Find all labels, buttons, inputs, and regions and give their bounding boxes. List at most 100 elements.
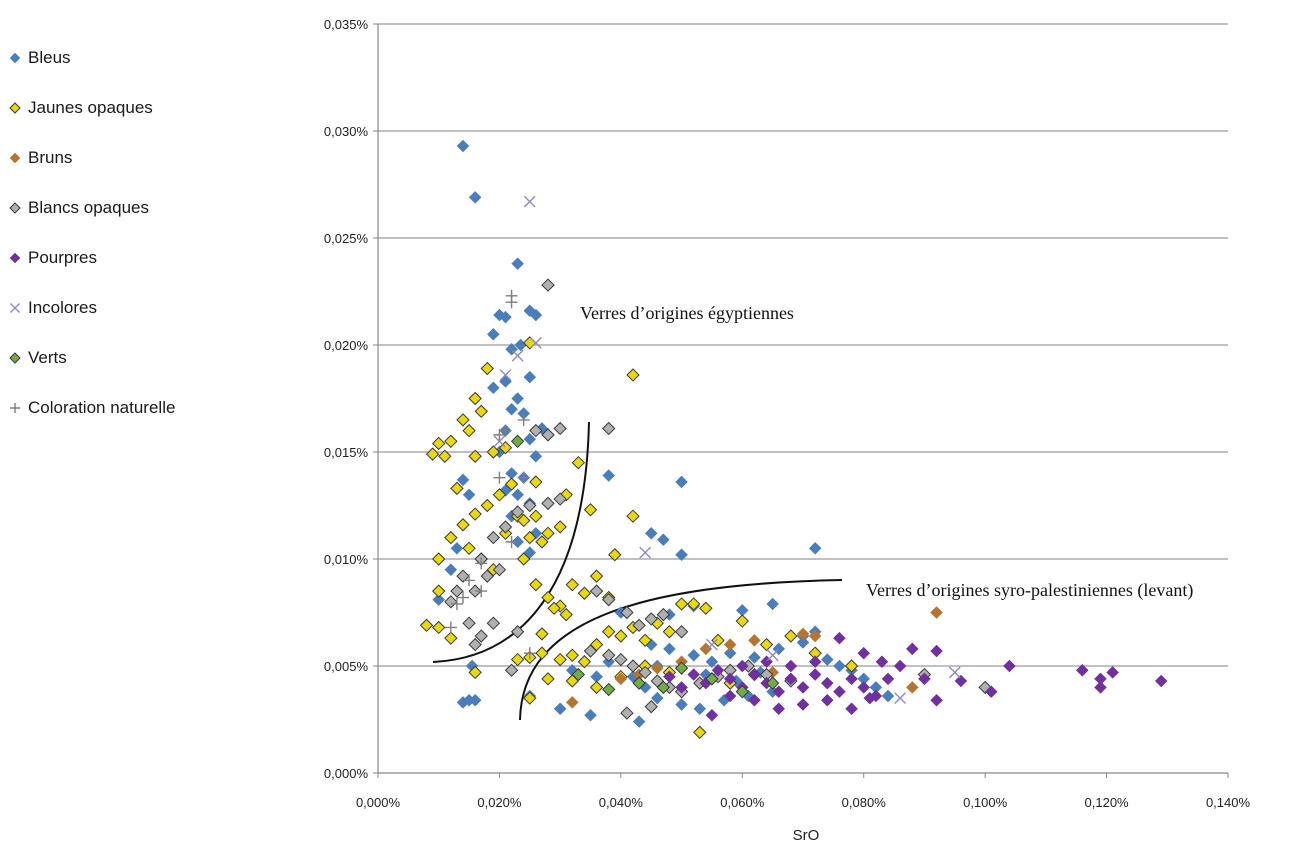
data-point <box>796 636 810 649</box>
data-point <box>468 693 482 707</box>
data-point <box>875 655 889 669</box>
data-point <box>589 680 604 695</box>
data-point <box>614 652 628 667</box>
legend-item: Coloration naturelle <box>8 398 248 448</box>
data-point <box>553 702 567 716</box>
data-point <box>675 548 688 562</box>
legend-marker-icon <box>10 403 20 413</box>
data-point <box>456 139 470 153</box>
data-point <box>493 471 506 484</box>
data-point <box>620 605 634 620</box>
data-point <box>444 434 458 449</box>
data-point <box>480 498 494 513</box>
legend-label: Blancs opaques <box>28 198 149 217</box>
data-point <box>480 361 494 376</box>
data-point <box>626 368 640 382</box>
data-point <box>517 552 531 566</box>
legend-marker <box>10 303 20 313</box>
data-point <box>456 518 470 532</box>
data-point <box>748 633 761 647</box>
data-point <box>930 644 943 658</box>
data-point <box>425 447 440 461</box>
data-point <box>614 629 628 643</box>
legend-marker-icon <box>9 202 21 214</box>
data-point <box>547 601 561 615</box>
data-point <box>565 696 579 709</box>
data-point <box>493 435 506 448</box>
data-point <box>699 642 713 656</box>
data-point <box>857 646 871 660</box>
data-point <box>505 296 518 309</box>
data-point <box>511 349 524 362</box>
data-point <box>505 402 518 416</box>
data-point <box>492 488 507 502</box>
data-point <box>450 584 464 598</box>
data-point <box>748 651 761 664</box>
data-point <box>657 533 670 547</box>
x-axis-label: SrO <box>793 827 820 844</box>
data-point <box>687 597 701 611</box>
data-point <box>438 449 452 463</box>
data-point <box>462 423 476 438</box>
y-tick-label: 0,020% <box>324 338 369 353</box>
legend-marker-icon <box>9 352 21 364</box>
data-point <box>639 546 652 559</box>
data-point <box>541 672 555 686</box>
series-bleus <box>432 139 895 728</box>
data-point <box>638 665 652 680</box>
data-point <box>735 684 749 699</box>
data-point <box>1094 681 1107 694</box>
data-point <box>468 665 482 680</box>
data-point <box>444 621 457 634</box>
data-point <box>505 535 518 548</box>
data-point <box>656 680 671 695</box>
data-point <box>559 607 573 622</box>
data-point <box>541 526 555 541</box>
data-point <box>553 421 567 436</box>
data-point <box>529 509 543 523</box>
data-point <box>523 432 537 446</box>
data-point <box>475 585 488 598</box>
region-curves <box>432 421 843 721</box>
data-point <box>833 685 846 699</box>
data-point <box>499 369 512 381</box>
data-point <box>626 509 640 523</box>
x-tick-label: 0,120% <box>1085 795 1130 810</box>
x-tick-label: 0,020% <box>477 795 522 810</box>
data-point <box>766 597 779 611</box>
data-point <box>553 492 567 506</box>
annotation-levant: Verres d’origines syro-palestiniennes (l… <box>866 580 1193 601</box>
data-point <box>784 659 798 673</box>
x-tick-label: 0,040% <box>599 795 644 810</box>
data-point <box>693 702 707 716</box>
data-point <box>444 595 458 609</box>
data-point <box>711 663 725 677</box>
data-point <box>833 659 846 673</box>
y-tick-label: 0,005% <box>324 659 369 674</box>
data-point <box>644 699 658 714</box>
data-point <box>1106 666 1119 679</box>
data-point <box>984 685 998 699</box>
data-point <box>511 488 524 502</box>
x-tick-label: 0,080% <box>842 795 887 810</box>
data-point <box>535 535 549 549</box>
data-point <box>808 668 822 681</box>
data-point <box>723 646 737 660</box>
data-point <box>486 445 501 459</box>
legend-label: Bleus <box>28 48 71 67</box>
data-point <box>663 670 676 684</box>
data-point <box>529 423 543 438</box>
data-point <box>905 642 919 656</box>
series-pourpres <box>663 631 1168 722</box>
data-point <box>450 541 464 555</box>
data-point <box>499 424 512 437</box>
data-point <box>893 659 907 673</box>
data-point <box>608 548 622 562</box>
data-point <box>511 257 524 271</box>
data-point <box>553 652 567 667</box>
data-point <box>632 676 646 690</box>
data-point <box>474 404 488 419</box>
series-coloration-naturelle <box>444 289 536 660</box>
